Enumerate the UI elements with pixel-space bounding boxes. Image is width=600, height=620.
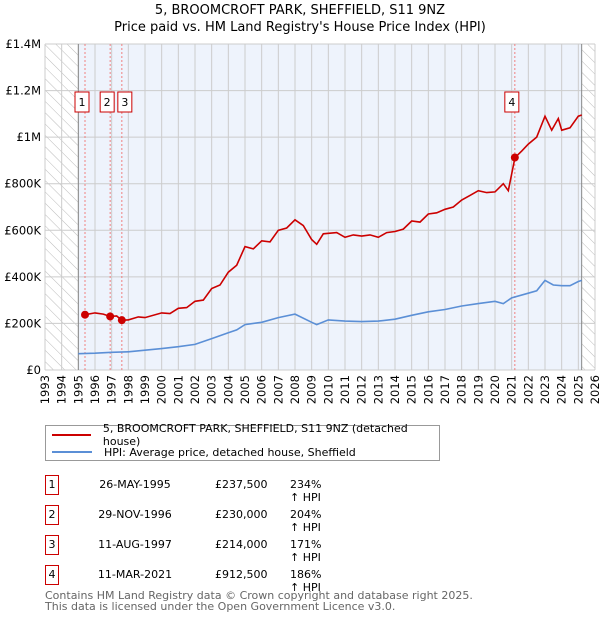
x-tick-label: 1995: [71, 375, 85, 404]
x-tick-label: 2007: [271, 375, 285, 404]
sale-point: [106, 312, 115, 321]
chart-title: 5, BROOMCROFT PARK, SHEFFIELD, S11 9NZ: [154, 3, 446, 18]
y-tick-label: £400K: [4, 270, 41, 284]
x-tick-label: 2022: [521, 375, 535, 404]
x-tick-label: 2005: [238, 375, 252, 404]
y-tick-label: £1M: [16, 130, 41, 144]
property-price-line: [84, 114, 582, 322]
sale-label-box: [99, 91, 115, 113]
x-tick-label: 2016: [421, 375, 435, 404]
sale-date: 11-MAR-2021: [97, 568, 173, 581]
y-tick-label: £600K: [4, 223, 41, 237]
x-tick-label: 2002: [188, 375, 202, 404]
sale-price: £230,000: [215, 508, 268, 521]
y-tick-label: £800K: [4, 177, 41, 191]
x-tick-label: 2019: [471, 375, 485, 404]
sale-point: [510, 153, 519, 162]
sale-date: 26-MAY-1995: [99, 478, 171, 491]
x-tick-label: 2020: [488, 375, 502, 404]
data-region: [78, 44, 582, 370]
x-tick-label: 2012: [355, 375, 369, 404]
hpi-line: [78, 279, 582, 355]
legend-item-hpi: HPI: Average price, detached house, Shef…: [46, 444, 356, 460]
legend: 5, BROOMCROFT PARK, SHEFFIELD, S11 9NZ (…: [45, 422, 440, 461]
sale-label-box: [504, 91, 520, 113]
sale-price: £214,000: [215, 538, 268, 551]
no-data-region-right: [581, 44, 595, 370]
x-tick-label: 1997: [105, 375, 119, 404]
x-tick-label: 2008: [288, 375, 302, 404]
y-tick-label: £200K: [4, 316, 41, 330]
sale-marker: 4: [45, 565, 59, 585]
x-tick-label: 1994: [55, 375, 69, 404]
y-tick-label: £0: [26, 363, 41, 377]
sale-price: £237,500: [215, 478, 268, 491]
footer: Contains HM Land Registry data © Crown c…: [45, 590, 473, 612]
legend-swatch-red: [52, 434, 91, 436]
x-tick-label: 2023: [538, 375, 552, 404]
sale-point: [81, 310, 89, 319]
x-tick-label: 2024: [555, 375, 569, 404]
sale-price: £912,500: [215, 568, 268, 581]
x-tick-label: 2017: [438, 375, 452, 404]
x-tick-label: 2011: [338, 375, 352, 404]
chart-subtitle: Price paid vs. HM Land Registry's House …: [114, 20, 486, 35]
x-tick-label: 2010: [321, 375, 335, 404]
x-tick-label: 2026: [588, 375, 600, 404]
sale-hpi: 171% ↑ HPI: [290, 538, 322, 564]
sale-label: 2: [104, 96, 111, 109]
sale-hpi: 234% ↑ HPI: [290, 478, 322, 504]
sale-date: 29-NOV-1996: [98, 508, 172, 521]
y-tick-label: £1.2M: [5, 84, 41, 98]
x-tick-label: 2013: [371, 375, 385, 404]
x-tick-label: 2003: [205, 375, 219, 404]
x-tick-label: 2000: [155, 375, 169, 404]
sale-date: 11-AUG-1997: [98, 538, 172, 551]
x-tick-label: 2009: [305, 375, 319, 404]
x-tick-label: 2018: [455, 375, 469, 404]
sale-label: 4: [508, 96, 515, 109]
sale-label-box: [117, 91, 133, 113]
sale-marker: 2: [45, 505, 59, 525]
sale-label-box: [74, 91, 90, 113]
legend-label: HPI: Average price, detached house, Shef…: [104, 445, 356, 459]
sale-label: 1: [79, 96, 86, 109]
x-tick-label: 1998: [121, 375, 135, 404]
x-tick-label: 2004: [221, 375, 235, 404]
legend-swatch-blue: [52, 451, 92, 453]
footer-copyright: Contains HM Land Registry data © Crown c…: [45, 589, 473, 602]
x-tick-label: 2025: [571, 375, 585, 404]
sale-marker: 3: [45, 535, 59, 555]
x-tick-label: 2014: [388, 375, 402, 404]
sale-marker: 1: [45, 475, 59, 495]
x-tick-label: 1999: [138, 375, 152, 404]
x-tick-label: 2021: [505, 375, 519, 404]
x-tick-label: 2015: [405, 375, 419, 404]
y-tick-label: £1.4M: [5, 37, 41, 51]
sale-point: [117, 316, 126, 325]
legend-label: 5, BROOMCROFT PARK, SHEFFIELD, S11 9NZ (…: [102, 422, 408, 448]
sale-hpi: 204% ↑ HPI: [290, 508, 322, 534]
x-tick-label: 2006: [255, 375, 269, 404]
price-chart: 1993 1994 1995 1996 1997 1998 1999 2000 2001 2002…: [4, 37, 600, 404]
sale-hpi: 186% ↑ HPI: [290, 568, 322, 594]
sale-label: 3: [121, 96, 128, 109]
x-tick-label: 1996: [88, 375, 102, 404]
footer-licence: This data is licensed under the Open Gov…: [45, 600, 396, 613]
x-tick-label: 2001: [171, 375, 185, 404]
legend-item-property: 5, BROOMCROFT PARK, SHEFFIELD, S11 9NZ (…: [46, 422, 439, 448]
x-tick-label: 1993: [38, 375, 52, 404]
